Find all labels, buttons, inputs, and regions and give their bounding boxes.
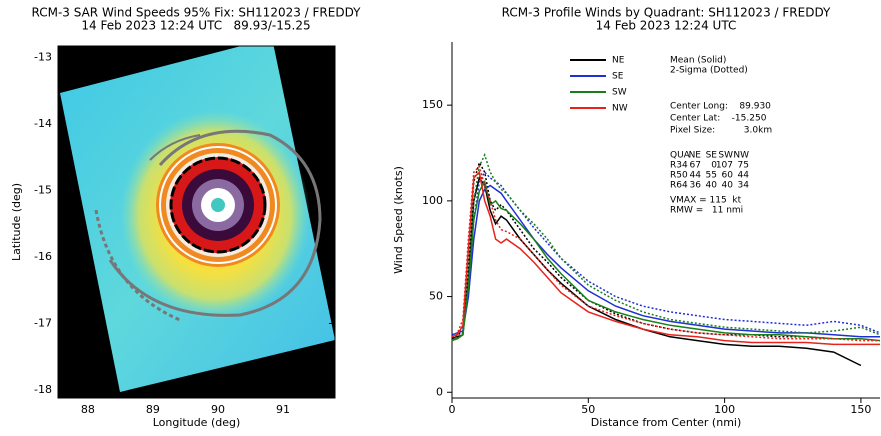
chart-subtitle: 14 Feb 2023 12:24 UTC <box>596 19 737 33</box>
radii-cell: R64 <box>670 181 688 191</box>
y-axis-label: Wind Speed (knots) <box>392 166 405 274</box>
mean-line <box>451 184 880 338</box>
x-tick-label: 90 <box>211 403 225 416</box>
plot-frame <box>57 45 336 399</box>
radii-cell: 60 <box>722 171 734 181</box>
y-axis-label: Latitude (deg) <box>10 183 23 261</box>
y-tick-label: -18 <box>34 383 52 396</box>
style-note: Mean (Solid) <box>670 56 726 66</box>
y-tick-label: -15 <box>34 183 52 196</box>
y-tick-label: 100 <box>422 194 443 207</box>
chart-subtitle: 14 Feb 2023 12:24 UTC 89.93/-15.25 <box>81 19 310 33</box>
chart-title: RCM-3 SAR Wind Speeds 95% Fix: SH112023 … <box>31 6 361 20</box>
y-tick-label: 0 <box>436 385 443 398</box>
sigma-line <box>451 152 881 342</box>
radii-cell: NE <box>689 151 702 161</box>
radii-cell: 0 <box>711 161 717 171</box>
radii-cell: 107 <box>716 161 733 171</box>
radii-cell: 55 <box>706 171 717 181</box>
sigma-line <box>451 170 881 336</box>
center-info: Center Long: 89.930 <box>670 102 771 112</box>
radii-cell: SE <box>706 151 718 161</box>
legend-label: SE <box>612 72 624 82</box>
legend-label: SW <box>612 88 627 98</box>
x-tick-label: 0 <box>449 403 456 416</box>
x-tick-label: 88 <box>81 403 95 416</box>
radii-cell: 36 <box>690 181 702 191</box>
intensity: RMW = 11 nmi <box>670 206 743 216</box>
radii-cell: QUA <box>670 151 691 161</box>
x-axis-label: Distance from Center (nmi) <box>591 416 742 429</box>
center-info: Pixel Size: 3.0km <box>670 126 772 136</box>
mean-line <box>451 179 881 342</box>
chart-title: RCM-3 Profile Winds by Quadrant: SH11202… <box>502 6 831 20</box>
x-axis-label: Longitude (deg) <box>153 416 241 429</box>
radii-cell: 44 <box>738 171 750 181</box>
x-tick-label: 150 <box>850 403 871 416</box>
radii-cell: 44 <box>690 171 702 181</box>
y-tick-label: 150 <box>422 98 443 111</box>
x-tick-label: 50 <box>581 403 595 416</box>
x-tick-label: 100 <box>714 403 735 416</box>
radii-cell: 34 <box>738 181 750 191</box>
legend-label: NW <box>612 104 628 114</box>
intensity: VMAX = 115 kt <box>670 196 742 206</box>
radii-cell: 40 <box>722 181 734 191</box>
radii-cell: 40 <box>706 181 718 191</box>
radii-cell: R50 <box>670 171 688 181</box>
radii-cell: NW <box>733 151 749 161</box>
radii-cell: SW <box>718 151 733 161</box>
y-tick-label: -13 <box>34 50 52 63</box>
mean-line <box>451 170 880 346</box>
y-tick-label: 50 <box>429 290 443 303</box>
legend-label: NE <box>612 56 625 66</box>
y-tick-label: -16 <box>34 250 52 263</box>
sigma-line <box>451 164 880 342</box>
radii-cell: 75 <box>738 161 749 171</box>
sigma-line <box>451 160 861 340</box>
radii-cell: 67 <box>690 161 701 171</box>
x-tick-label: 89 <box>146 403 160 416</box>
y-tick-label: -17 <box>34 316 52 329</box>
sar-image <box>58 46 335 398</box>
radii-cell: R34 <box>670 161 688 171</box>
x-tick-label: 91 <box>276 403 290 416</box>
center-info: Center Lat: -15.250 <box>670 114 767 124</box>
style-note: 2-Sigma (Dotted) <box>670 66 748 76</box>
y-tick-label: -14 <box>34 117 52 130</box>
